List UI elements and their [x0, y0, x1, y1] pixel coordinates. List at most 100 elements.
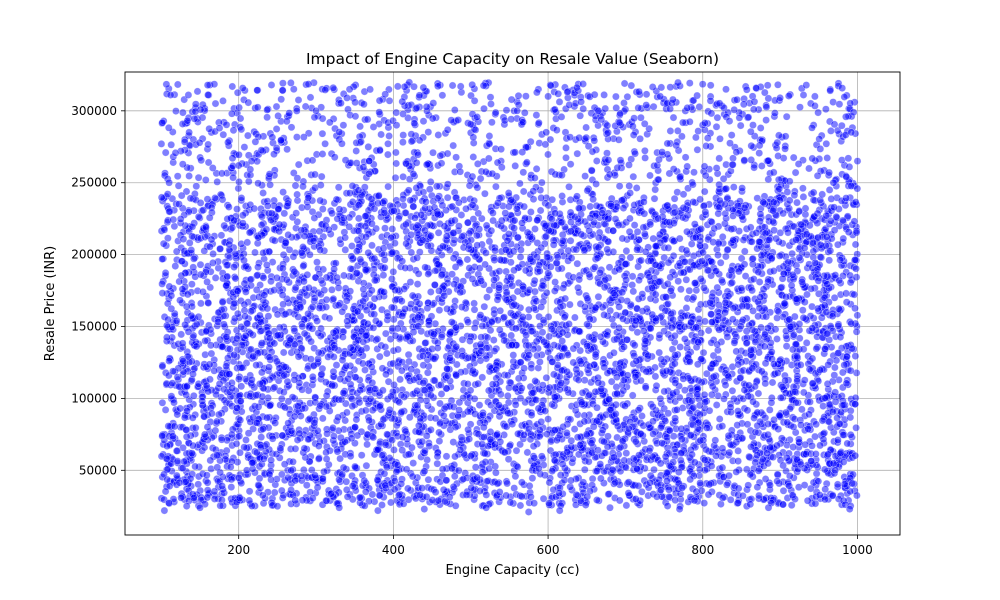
data-point [159, 239, 168, 248]
data-point [545, 478, 554, 487]
data-point [693, 360, 702, 369]
data-point [573, 149, 582, 158]
data-point [682, 246, 691, 255]
data-point [673, 405, 681, 414]
data-point [840, 93, 849, 101]
data-point [511, 162, 520, 170]
data-point [228, 82, 237, 91]
data-point [538, 328, 547, 337]
data-point [523, 448, 532, 457]
data-point [352, 415, 361, 424]
data-point [812, 450, 820, 458]
data-point [566, 160, 575, 169]
data-point [483, 477, 491, 486]
data-point [340, 271, 348, 280]
data-point [317, 172, 326, 181]
data-point [476, 174, 485, 183]
data-point [706, 81, 715, 90]
data-point [401, 209, 410, 217]
data-point [671, 351, 679, 359]
data-point [479, 81, 488, 90]
data-point [820, 465, 829, 474]
data-point [597, 474, 605, 483]
data-point [315, 304, 324, 312]
data-point [203, 486, 212, 495]
data-point [809, 196, 818, 204]
data-point [685, 79, 694, 87]
data-point [789, 153, 798, 162]
data-point [285, 109, 294, 117]
data-point [276, 444, 285, 453]
data-point [737, 284, 746, 293]
data-point [321, 139, 329, 148]
data-point [754, 268, 763, 276]
data-point [774, 80, 782, 89]
data-point [211, 274, 220, 282]
data-point [726, 495, 735, 504]
data-point [398, 366, 406, 375]
data-point [714, 301, 723, 309]
data-point [699, 248, 707, 257]
data-point [619, 204, 628, 212]
data-point [816, 366, 824, 374]
data-point [266, 180, 274, 189]
data-point [641, 383, 650, 392]
data-point [488, 169, 497, 178]
data-point [322, 391, 331, 400]
data-point [306, 250, 314, 259]
data-point [482, 491, 491, 499]
data-point [176, 296, 184, 305]
data-point [392, 108, 401, 117]
data-point [754, 389, 763, 398]
data-point [263, 106, 271, 114]
data-point [191, 462, 199, 471]
data-point [538, 178, 546, 187]
data-point [760, 342, 769, 351]
data-point [638, 307, 647, 315]
data-point [558, 328, 567, 337]
data-point [492, 182, 500, 191]
data-point [338, 307, 347, 316]
data-point [330, 432, 338, 441]
data-point [811, 102, 819, 110]
data-point [739, 236, 748, 244]
data-point [666, 127, 675, 135]
data-point [308, 372, 317, 381]
data-point [693, 145, 702, 154]
data-point [213, 178, 222, 186]
data-point [318, 414, 327, 423]
data-point [376, 146, 384, 155]
data-point [637, 256, 645, 265]
data-point [677, 285, 685, 294]
data-point [796, 361, 805, 369]
data-point [742, 327, 751, 336]
data-point [506, 498, 515, 507]
data-point [380, 469, 389, 478]
data-point [259, 273, 268, 282]
data-point [284, 199, 292, 208]
data-point [756, 293, 765, 302]
data-point [483, 293, 491, 302]
data-point [314, 455, 323, 463]
data-point [724, 292, 733, 300]
data-point [230, 216, 238, 225]
data-point [420, 467, 429, 476]
data-point [289, 85, 298, 94]
data-point [791, 168, 800, 177]
data-point [433, 452, 442, 461]
data-point [616, 156, 625, 165]
data-point [396, 375, 404, 384]
data-point [462, 204, 470, 213]
data-point [846, 366, 855, 375]
data-point [404, 186, 413, 195]
data-point [632, 184, 641, 192]
data-point [204, 299, 213, 307]
data-point [192, 182, 201, 191]
data-point [824, 360, 833, 369]
data-point [328, 209, 336, 218]
data-point [487, 100, 495, 108]
data-point [434, 131, 443, 139]
data-point [517, 492, 526, 501]
data-point [323, 429, 331, 438]
data-point [409, 459, 418, 467]
